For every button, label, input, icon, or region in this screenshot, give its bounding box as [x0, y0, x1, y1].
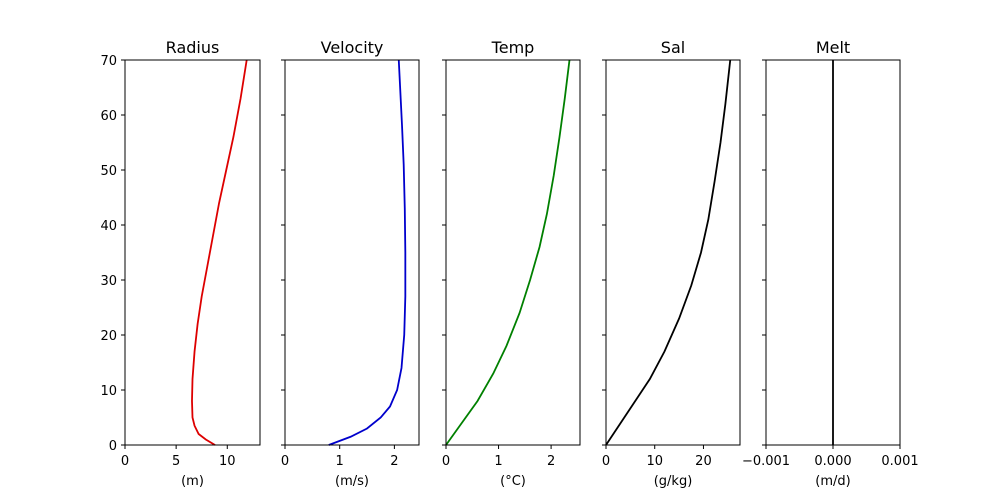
- melt-title: Melt: [816, 38, 850, 57]
- radius-y-tick-label: 20: [100, 329, 117, 344]
- sal-axes-frame: [605, 59, 741, 446]
- melt-x-tick-label: 0.000: [814, 454, 851, 469]
- sal-series-line: [605, 59, 732, 446]
- temp-axes-frame: [445, 59, 581, 446]
- radius-axes-frame: [124, 59, 261, 446]
- radius-y-tick-label: 60: [100, 109, 117, 124]
- radius-y-tick-label: 10: [100, 384, 117, 399]
- sal-x-tick-label: 0: [602, 454, 610, 469]
- sal-x-tick-label: 20: [695, 454, 712, 469]
- sal-x-tick-label: 10: [646, 454, 663, 469]
- temp-x-tick-label: 0: [442, 454, 450, 469]
- melt-x-tick-label: −0.001: [742, 454, 790, 469]
- sal-panel: Sal 0 10 20(g/kg): [602, 38, 741, 489]
- velocity-panel: Velocity 0 1 2 (m/s): [281, 38, 420, 489]
- radius-y-tick-label: 70: [100, 54, 117, 69]
- temp-series-line: [445, 59, 571, 446]
- radius-y-tick-label: 40: [100, 219, 117, 234]
- melt-panel: Melt −0.001 0.000 0.001 (m/d): [742, 38, 919, 489]
- radius-y-tick-label: 30: [100, 274, 117, 289]
- temp-x-tick-label: 1: [494, 454, 502, 469]
- radius-series-line: [191, 59, 248, 446]
- temp-x-tick-label: 2: [547, 454, 555, 469]
- melt-x-tick-label: 0.001: [881, 454, 918, 469]
- velocity-title: Velocity: [321, 38, 384, 57]
- velocity-series-line: [328, 59, 407, 446]
- temp-panel: Temp 0 1 2 (°C): [442, 38, 581, 489]
- velocity-x-tick-label: 1: [336, 454, 344, 469]
- sal-x-axis-label: (g/kg): [654, 474, 693, 489]
- melt-x-axis-label: (m/d): [815, 474, 850, 489]
- radius-x-tick-label: 0: [121, 454, 129, 469]
- temp-title: Temp: [491, 38, 535, 57]
- radius-x-tick-label: 10: [219, 454, 236, 469]
- radius-title: Radius: [166, 38, 220, 57]
- radius-x-axis-label: (m): [181, 474, 204, 489]
- velocity-axes-frame: [284, 59, 420, 446]
- radius-x-tick-label: 5: [172, 454, 180, 469]
- sal-title: Sal: [661, 38, 685, 57]
- velocity-x-tick-label: 2: [390, 454, 398, 469]
- velocity-x-axis-label: (m/s): [335, 474, 369, 489]
- temp-x-axis-label: (°C): [500, 474, 526, 489]
- radius-y-tick-label: 0: [109, 439, 117, 454]
- velocity-x-tick-label: 0: [281, 454, 289, 469]
- radius-panel: Radius 0 5 10 0 10 20 30 40 50 60 70 (m): [100, 38, 261, 489]
- radius-y-tick-label: 50: [100, 164, 117, 179]
